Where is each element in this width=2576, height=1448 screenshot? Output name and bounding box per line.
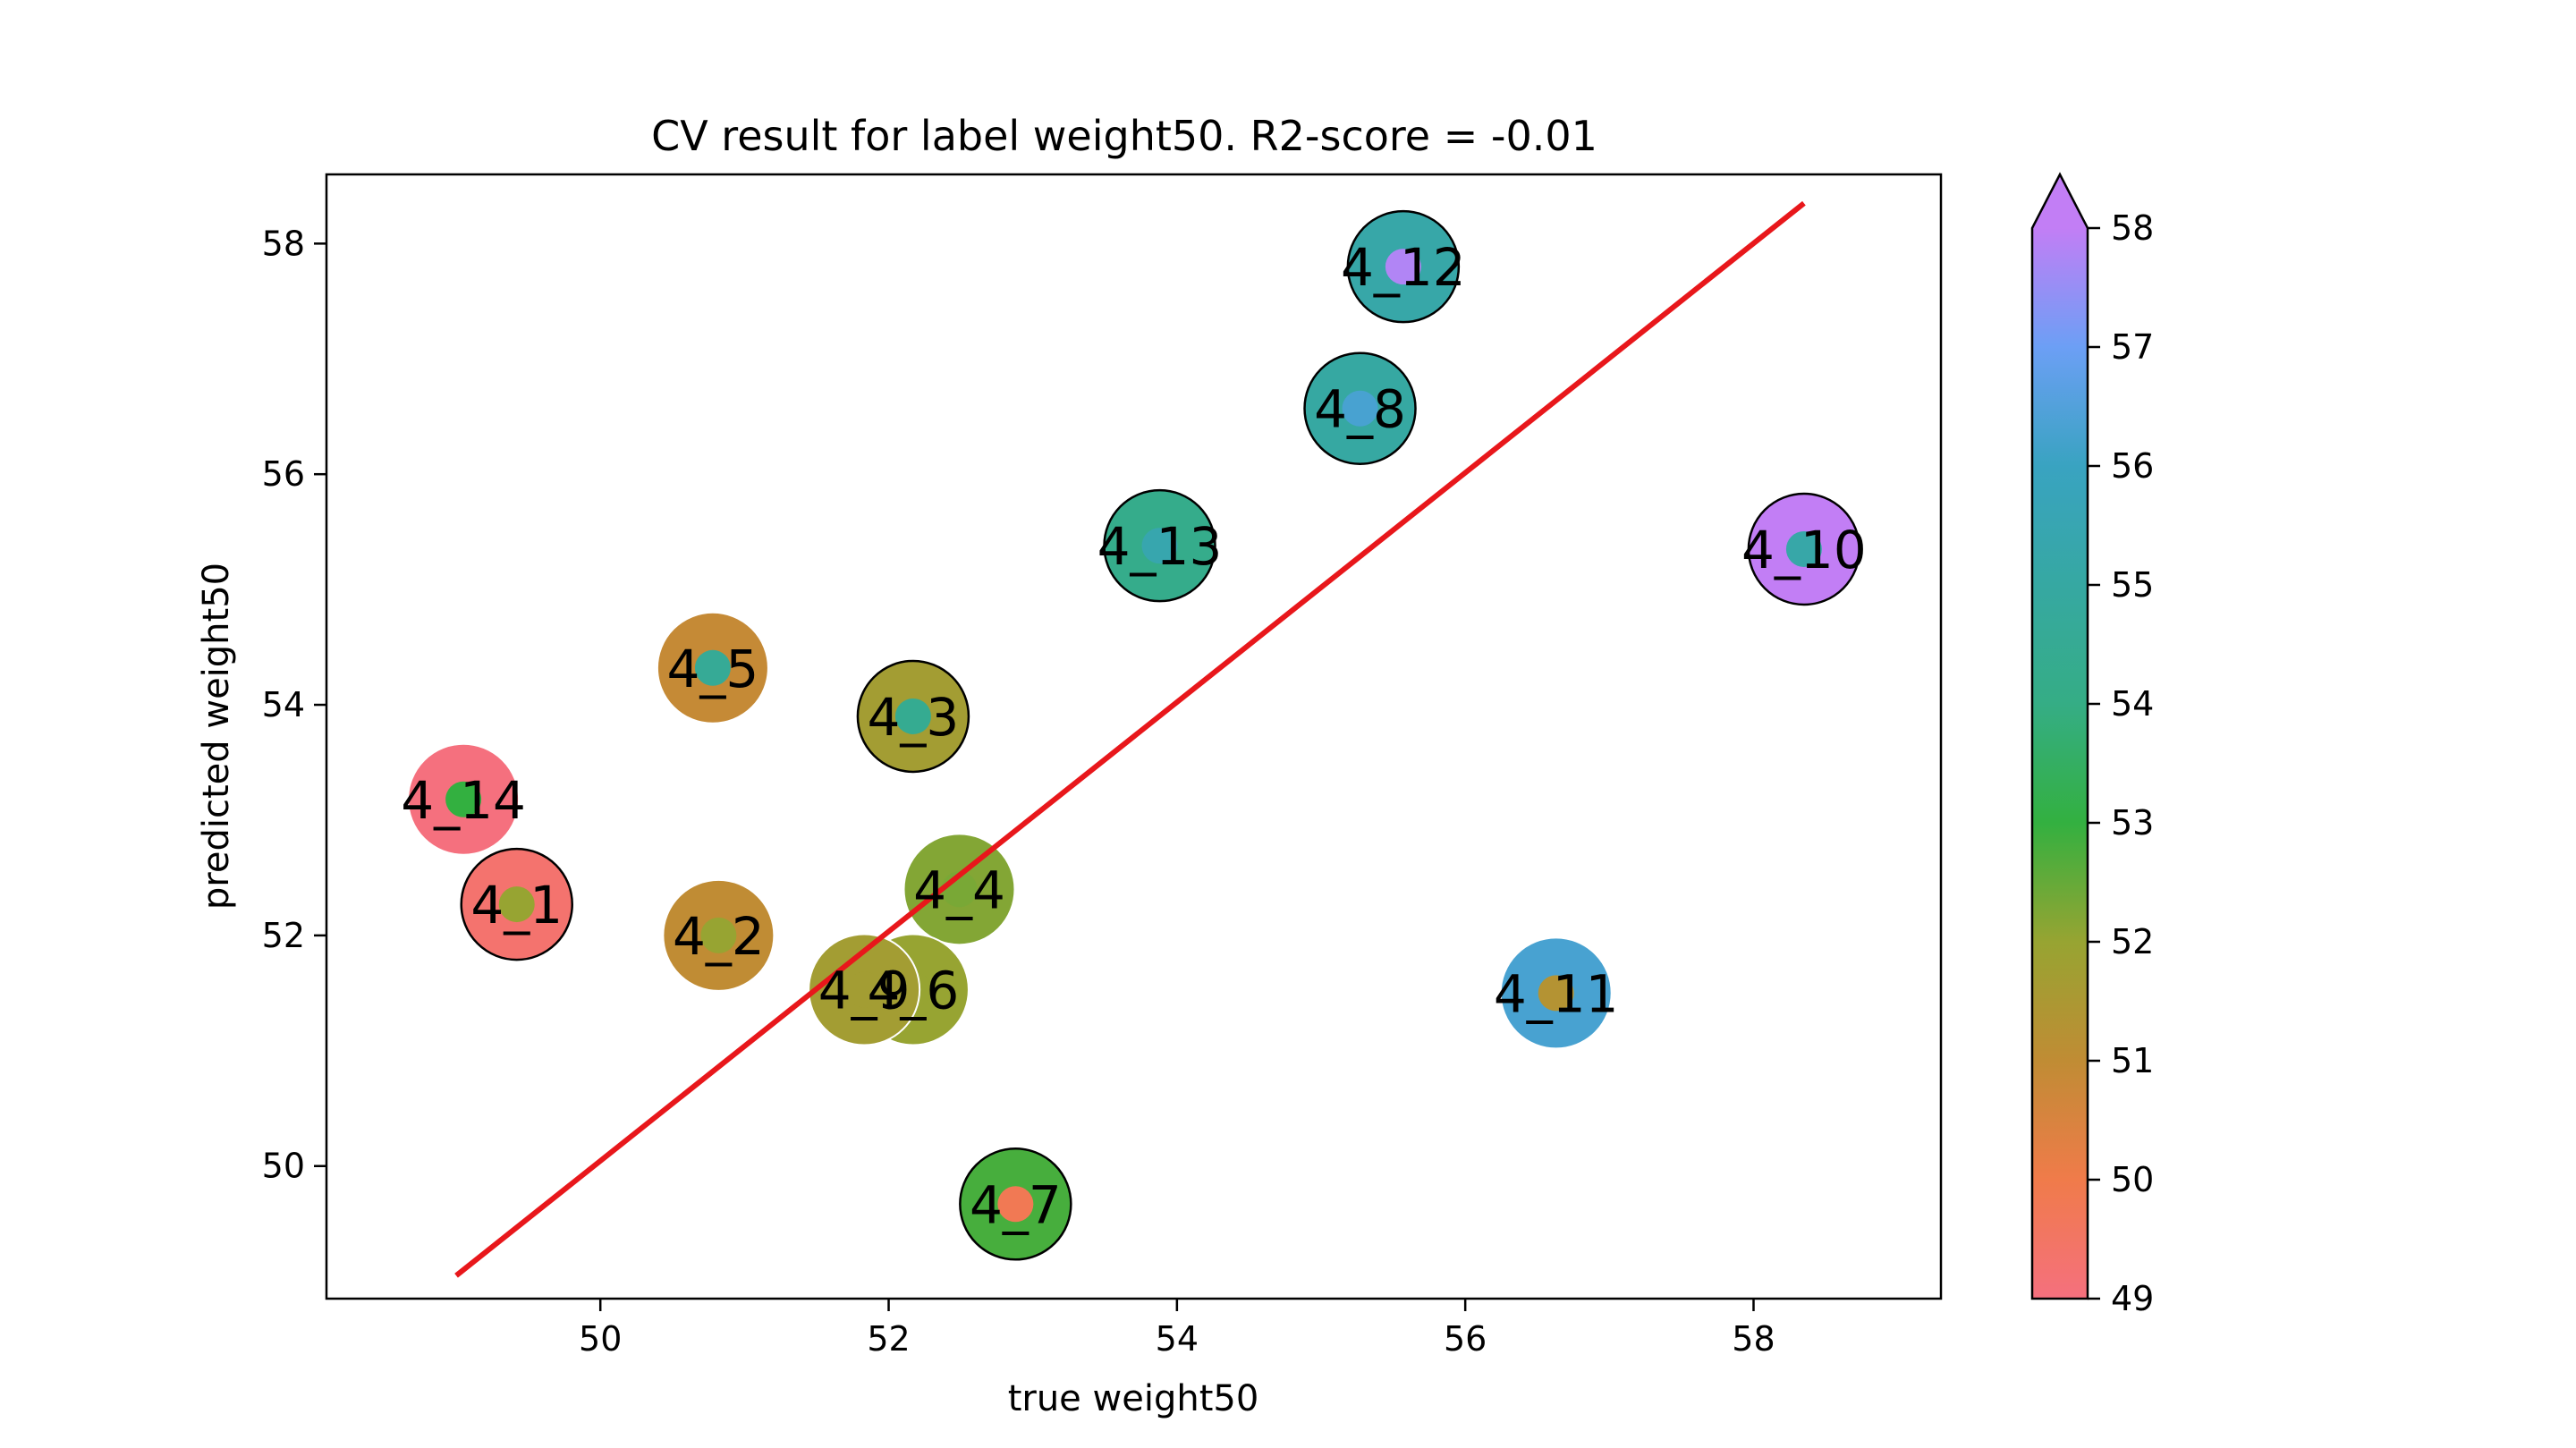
colorbar-tick-label: 51 [2111,1041,2154,1080]
data-point-inner [997,1186,1034,1223]
data-point [1346,209,1461,324]
data-point [959,1147,1072,1261]
plot-area: 4_1 4_2 4_3 4_4 4_5 4_6 4_7 4_8 4_9 4_10 4_11 4_12 4… [325,173,1943,1300]
x-axis-label: true weight50 [1008,1378,1259,1419]
y-axis: 50 52 54 56 58 [262,224,326,1186]
x-tick-label: 52 [867,1319,910,1359]
reference-line-layer [454,200,1806,1278]
data-point [662,878,775,992]
y-axis-label: predicted weight50 [196,563,237,910]
data-point-inner [846,971,883,1008]
data-point [1103,488,1216,603]
data-point [856,659,970,774]
data-point [407,742,521,856]
point-label: 4_9 [818,960,911,1020]
colorbar: 49 50 51 52 53 54 55 56 57 58 [2030,172,2154,1318]
point-label: 4_6 [868,960,960,1020]
point-label: 4_3 [868,687,960,748]
point-label: 4_5 [667,639,759,699]
point-label: 4_14 [401,770,526,831]
data-point-inner [700,917,737,953]
colorbar-tick-label: 49 [2111,1279,2154,1318]
point-label: 4_1 [470,875,563,936]
point-label: 4_12 [1341,237,1466,298]
chart-title: CV result for label weight50. R2-score =… [651,112,1597,160]
colorbar-tick-label: 54 [2111,684,2154,724]
point-labels-layer: 4_1 4_2 4_3 4_4 4_5 4_6 4_7 4_8 4_9 4_10 4_11 4_12 4… [401,237,1867,1235]
data-point [808,933,921,1046]
data-point [460,847,573,961]
point-label: 4_4 [913,859,1005,920]
y-tick-label: 56 [262,454,305,494]
point-label: 4_7 [970,1174,1062,1235]
x-tick-label: 58 [1732,1319,1775,1359]
colorbar-tick-label: 57 [2111,327,2154,367]
point-label: 4_11 [1494,963,1619,1024]
colorbar-tick-label: 50 [2111,1160,2154,1199]
colorbar-tick-label: 52 [2111,922,2154,961]
point-label: 4_8 [1314,379,1406,440]
colorbar-extend-arrow [2032,174,2088,228]
points-layer [407,209,1861,1261]
colorbar-tick-label: 56 [2111,446,2154,486]
colorbar-tick-label: 58 [2111,208,2154,248]
x-tick-label: 54 [1156,1319,1199,1359]
x-axis: 50 52 54 56 58 [579,1299,1775,1359]
colorbar-gradient [2032,228,2088,1299]
x-tick-label: 50 [579,1319,622,1359]
data-point-inner [1141,528,1178,564]
y-tick-label: 52 [262,916,305,955]
point-label: 4_2 [673,906,765,967]
colorbar-tick-label: 55 [2111,565,2154,605]
reference-line [454,200,1806,1278]
data-point [1303,351,1417,465]
data-point-inner [694,649,731,686]
point-label: 4_13 [1097,516,1223,577]
y-tick-label: 58 [262,224,305,263]
colorbar-frame [2030,172,2089,1300]
data-point-inner [894,698,931,734]
data-point [1499,936,1613,1050]
data-point-inner [1785,531,1822,567]
data-point-inner [1385,249,1421,285]
data-point-inner [1342,390,1378,427]
point-label: 4_10 [1741,520,1867,580]
data-point [656,611,769,724]
x-tick-label: 56 [1444,1319,1487,1359]
data-point-inner [445,781,482,817]
data-point [1747,492,1861,606]
data-point-inner [1538,975,1574,1012]
y-tick-label: 50 [262,1147,305,1186]
y-tick-label: 54 [262,685,305,724]
data-point-inner [498,886,535,923]
colorbar-tick-label: 53 [2111,803,2154,843]
